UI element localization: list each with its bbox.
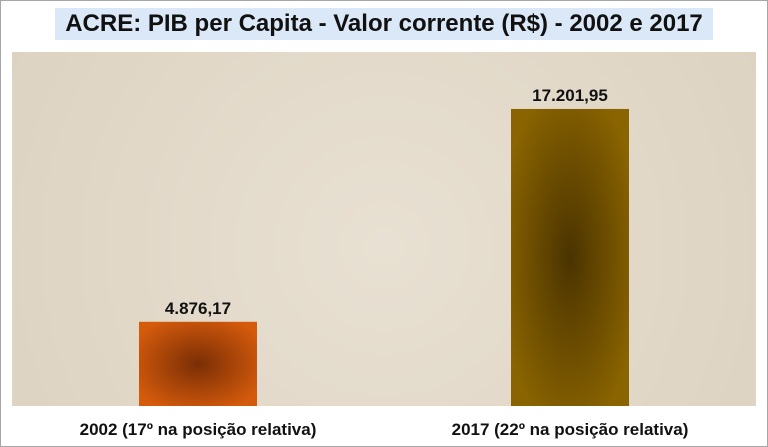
title-wrap: ACRE: PIB per Capita - Valor corrente (R…	[0, 4, 768, 44]
bar-2002	[139, 321, 257, 406]
chart-title: ACRE: PIB per Capita - Valor corrente (R…	[55, 8, 713, 40]
data-label-2017: 17.201,95	[532, 86, 608, 105]
bar-2017	[511, 108, 629, 406]
bar-chart: 4.876,17 17.201,95	[139, 86, 629, 406]
x-tick-label-2017: 2017 (22º na posição relativa)	[451, 420, 689, 439]
plot-area: 4.876,17 17.201,95	[12, 52, 756, 406]
data-label-2002: 4.876,17	[165, 299, 231, 318]
x-tick-label-2002: 2002 (17º na posição relativa)	[79, 420, 317, 439]
